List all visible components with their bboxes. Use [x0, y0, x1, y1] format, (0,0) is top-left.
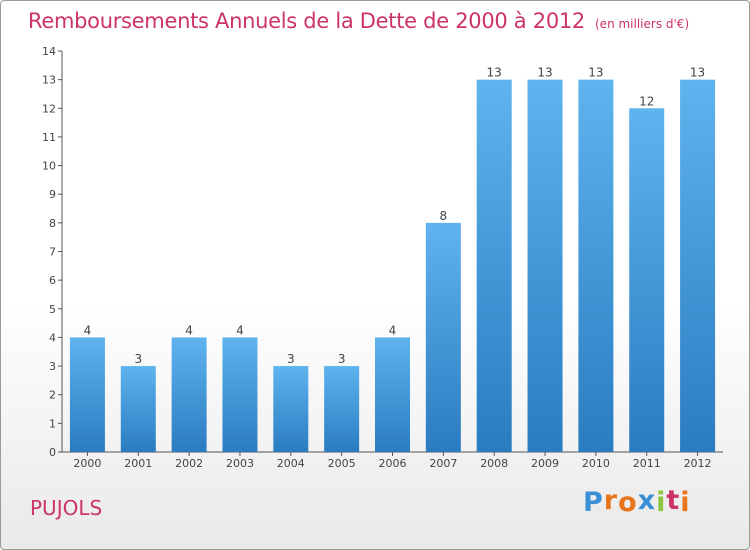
bar-2003 [222, 337, 258, 452]
y-tick-label: 10 [42, 160, 56, 173]
x-tick-label: 2004 [277, 457, 305, 470]
data-label-2011: 12 [639, 94, 654, 108]
x-tick-label: 2011 [633, 457, 661, 470]
y-tick-label: 4 [49, 331, 56, 344]
data-label-2006: 4 [389, 323, 397, 337]
logo-letter: t [666, 485, 681, 516]
x-tick-label: 2003 [226, 457, 254, 470]
y-tick-label: 13 [42, 74, 56, 87]
proxiti-logo: Proxiti [583, 485, 691, 518]
data-label-2000: 4 [84, 323, 92, 337]
data-label-2004: 3 [287, 352, 295, 366]
chart-title-text: Remboursements Annuels de la Dette de 20… [28, 9, 585, 33]
x-tick-label: 2008 [480, 457, 508, 470]
bar-2005 [324, 366, 360, 452]
logo-letter: i [680, 487, 691, 518]
chart-unit: (en milliers d'€) [595, 17, 690, 31]
x-tick-label: 2005 [328, 457, 356, 470]
data-label-2012: 13 [690, 66, 705, 80]
bar-2009 [527, 79, 563, 453]
data-label-2005: 3 [338, 352, 346, 366]
logo-letter: o [618, 487, 638, 518]
x-tick-label: 2009 [531, 457, 559, 470]
y-tick-label: 8 [49, 217, 56, 230]
bar-2004 [273, 366, 309, 452]
x-axis-ticks: 2000 2001 2002 2003 2004 2005 2006 2007 2008 2009… [73, 452, 712, 470]
data-label-2008: 13 [487, 66, 502, 80]
y-tick-label: 12 [42, 102, 56, 115]
data-label-2001: 3 [134, 352, 142, 366]
chart-title: Remboursements Annuels de la Dette de 20… [28, 9, 689, 33]
bar-2001 [120, 366, 156, 452]
logo-letter: P [583, 487, 604, 518]
x-tick-label: 2001 [124, 457, 152, 470]
bar-2006 [375, 337, 410, 452]
y-tick-label: 3 [49, 360, 56, 373]
y-tick-label: 6 [49, 274, 56, 287]
bar-2012 [680, 79, 716, 453]
y-tick-label: 0 [49, 446, 56, 459]
data-label-2007: 8 [440, 209, 448, 223]
data-label-2002: 4 [185, 323, 193, 337]
bar-2011 [629, 108, 665, 453]
logo-letter: r [603, 485, 619, 516]
bar-2010 [578, 79, 614, 453]
commune-name: PUJOLS [30, 496, 103, 520]
bar-2007 [425, 222, 461, 452]
data-label-2003: 4 [236, 323, 244, 337]
logo-letter: x [637, 485, 657, 516]
y-tick-label: 5 [49, 303, 56, 316]
y-tick-label: 7 [49, 246, 56, 259]
y-tick-label: 9 [49, 188, 56, 201]
y-tick-label: 1 [49, 417, 56, 430]
bar-2000 [69, 337, 105, 452]
bars: 4 3 4 4 3 3 4 8 13 13 13 12 13 [69, 66, 716, 453]
bar-2002 [171, 337, 207, 452]
x-tick-label: 2002 [175, 457, 203, 470]
data-label-2009: 13 [537, 66, 552, 80]
x-tick-label: 2010 [582, 457, 610, 470]
bar-2008 [476, 79, 512, 453]
x-tick-label: 2007 [429, 457, 457, 470]
x-tick-label: 2012 [684, 457, 712, 470]
y-tick-label: 14 [42, 45, 56, 58]
x-tick-label: 2006 [379, 457, 407, 470]
logo-letter: i [656, 487, 667, 518]
y-tick-label: 11 [42, 131, 56, 144]
y-tick-label: 2 [49, 389, 56, 402]
x-tick-label: 2000 [73, 457, 101, 470]
data-label-2010: 13 [588, 66, 603, 80]
